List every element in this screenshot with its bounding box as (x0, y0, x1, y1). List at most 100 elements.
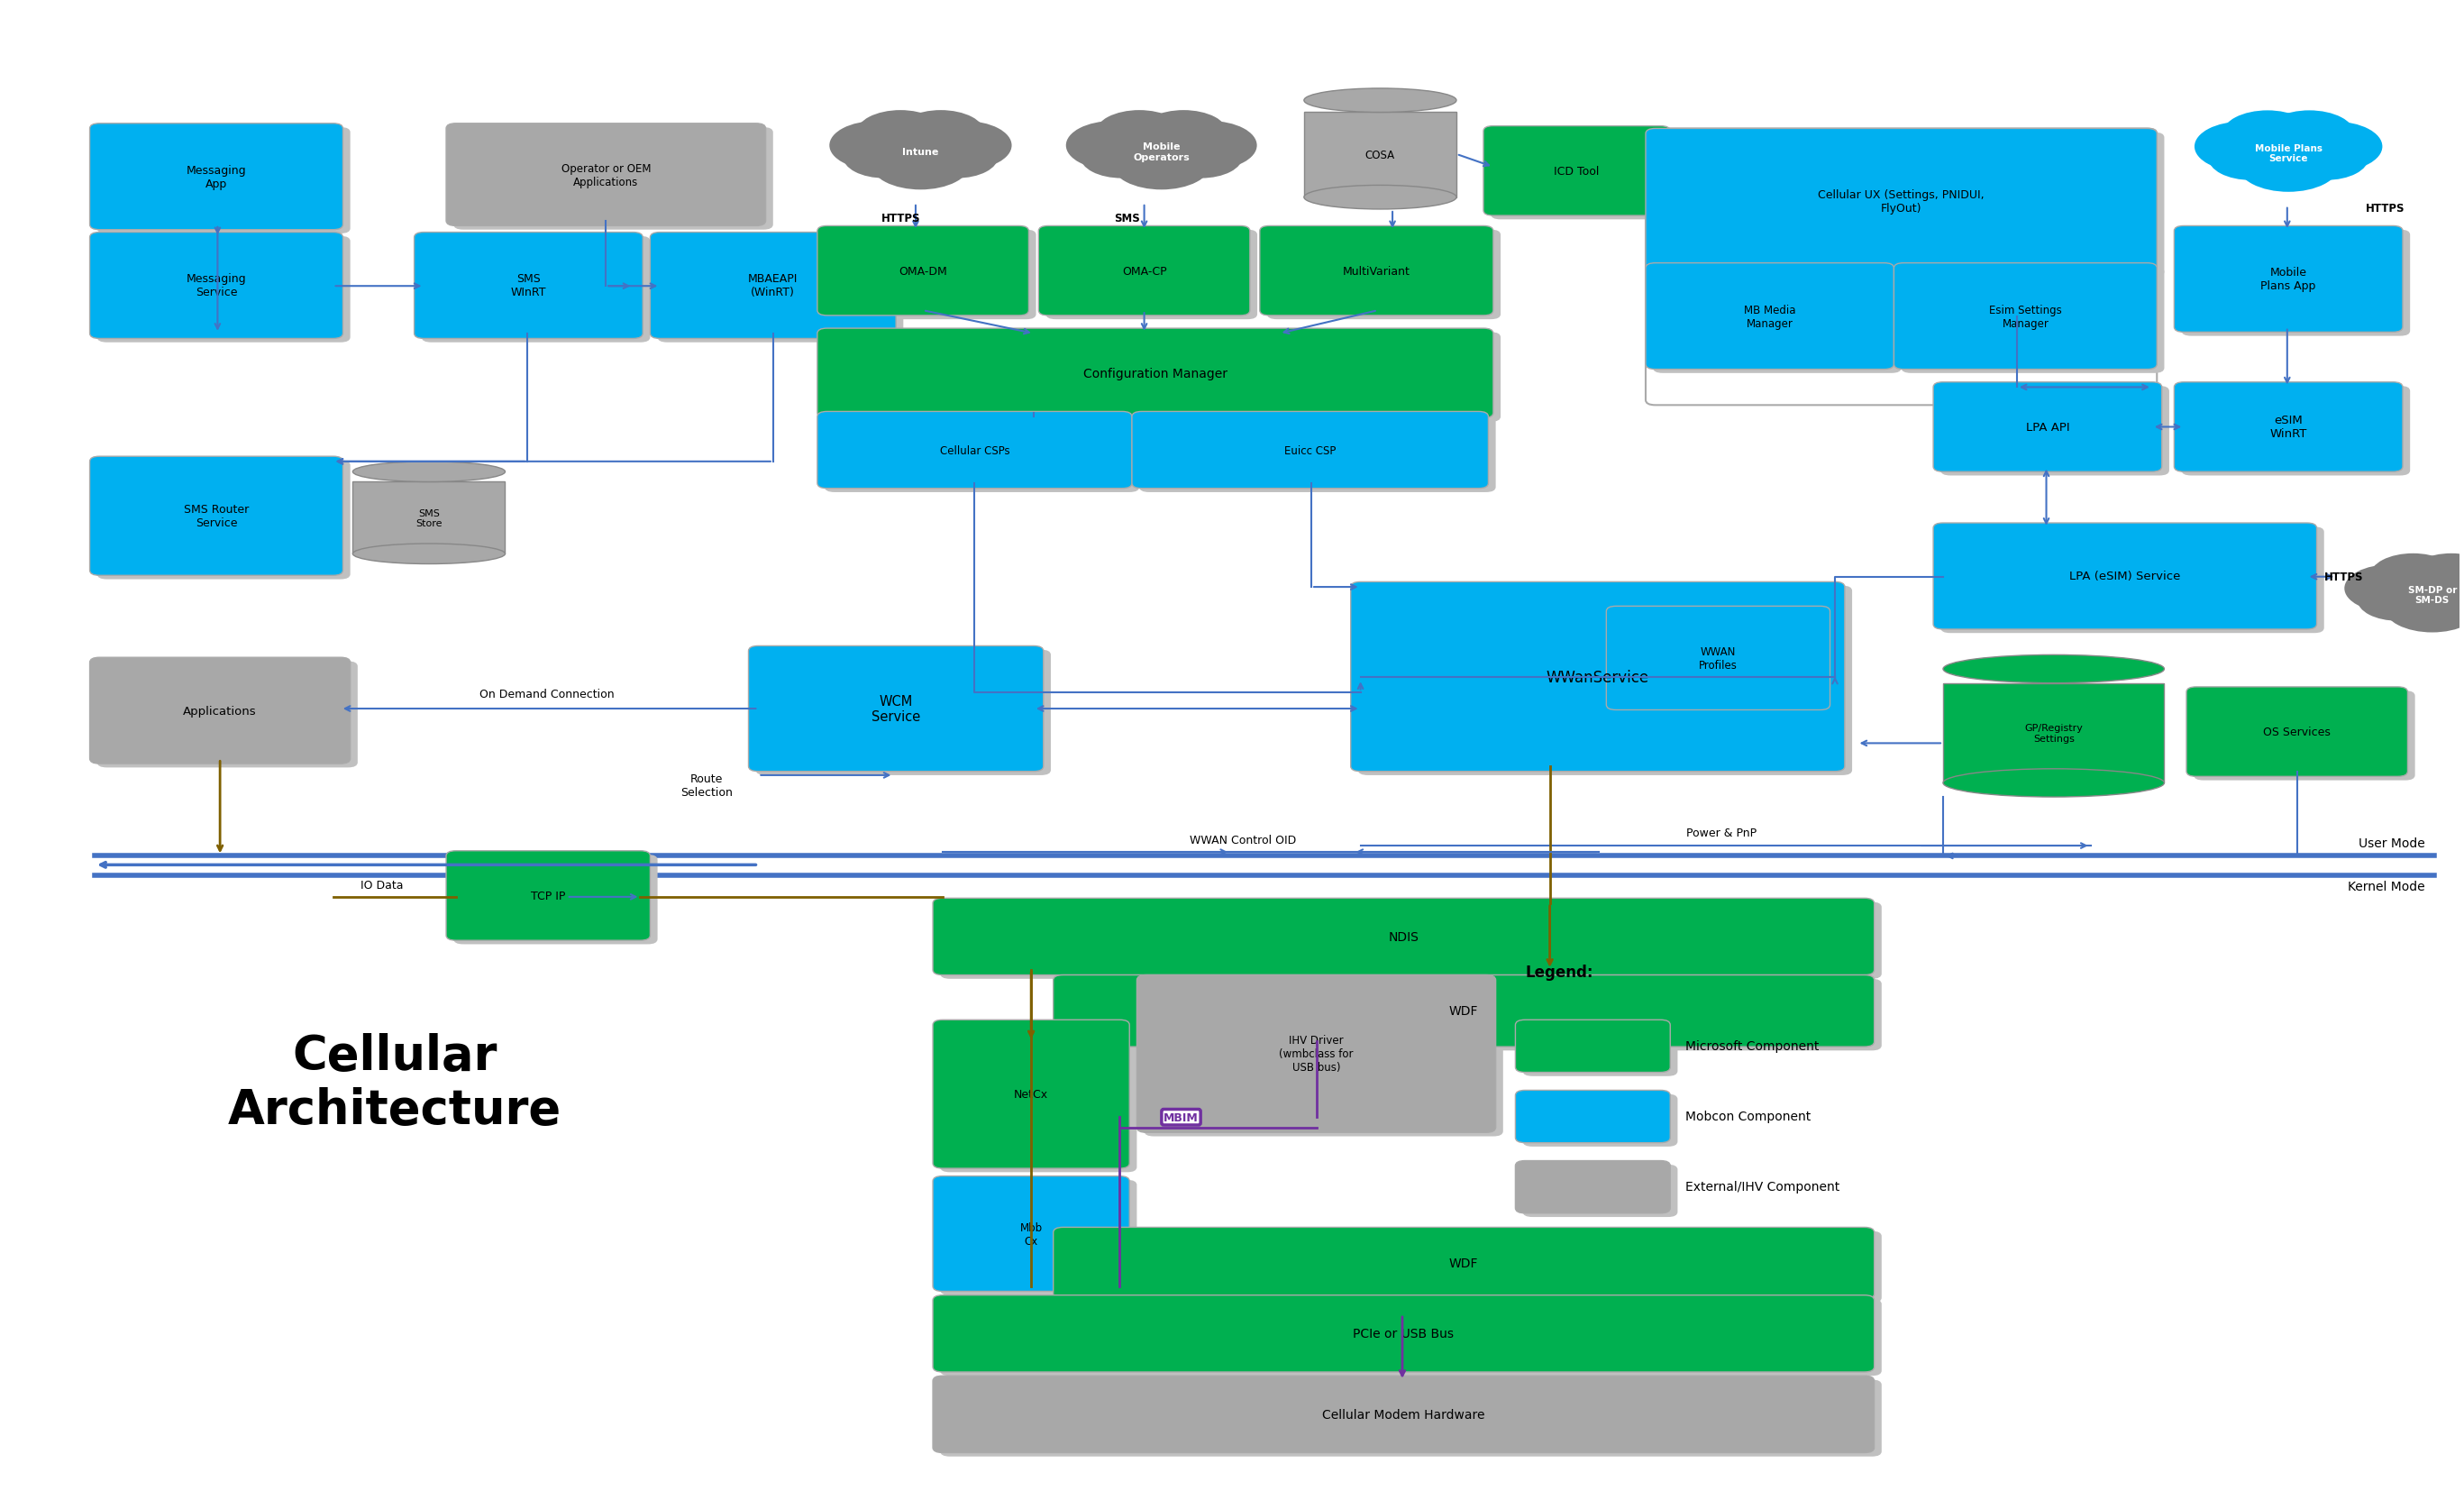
Text: ICD Tool: ICD Tool (1555, 165, 1599, 177)
Circle shape (843, 136, 926, 179)
FancyBboxPatch shape (941, 1380, 1882, 1456)
FancyBboxPatch shape (756, 650, 1050, 776)
Bar (1944, 684, 2163, 783)
Text: OS Services: OS Services (2264, 726, 2331, 738)
Ellipse shape (1303, 186, 1456, 210)
Text: Legend:: Legend: (1525, 964, 1594, 981)
Text: Cellular UX (Settings, PNIDUI,
FlyOut): Cellular UX (Settings, PNIDUI, FlyOut) (1818, 189, 1984, 214)
Text: OMA-DM: OMA-DM (899, 266, 946, 278)
FancyBboxPatch shape (1523, 1095, 1678, 1148)
Text: Operator or OEM
Applications: Operator or OEM Applications (562, 162, 650, 188)
FancyBboxPatch shape (1607, 606, 1831, 711)
Circle shape (897, 111, 986, 158)
FancyBboxPatch shape (1614, 610, 1838, 714)
FancyBboxPatch shape (1266, 231, 1501, 319)
Circle shape (830, 122, 924, 171)
FancyBboxPatch shape (1523, 1164, 1678, 1217)
FancyBboxPatch shape (650, 233, 897, 339)
Text: Mobcon Component: Mobcon Component (1685, 1110, 1811, 1122)
Text: MultiVariant: MultiVariant (1343, 266, 1409, 278)
Circle shape (2237, 140, 2338, 192)
FancyBboxPatch shape (1653, 134, 2163, 278)
FancyBboxPatch shape (1515, 1161, 1671, 1214)
Ellipse shape (1303, 88, 1456, 112)
Text: Intune: Intune (902, 149, 939, 158)
FancyBboxPatch shape (96, 237, 350, 344)
Text: SMS: SMS (1114, 211, 1141, 223)
FancyBboxPatch shape (2181, 231, 2410, 336)
FancyBboxPatch shape (1895, 264, 2156, 370)
FancyBboxPatch shape (1143, 980, 1503, 1137)
FancyBboxPatch shape (1052, 1227, 1875, 1299)
FancyBboxPatch shape (1350, 582, 1846, 772)
Circle shape (2284, 136, 2368, 182)
FancyBboxPatch shape (749, 646, 1042, 772)
Circle shape (917, 136, 998, 179)
Text: Cellular
Architecture: Cellular Architecture (227, 1032, 562, 1134)
FancyBboxPatch shape (89, 124, 342, 231)
Text: Route
Selection: Route Selection (680, 772, 732, 798)
Text: WWAN
Profiles: WWAN Profiles (1698, 646, 1737, 670)
FancyBboxPatch shape (2186, 687, 2407, 777)
FancyBboxPatch shape (1138, 416, 1496, 492)
Text: HTTPS: HTTPS (882, 211, 922, 223)
FancyBboxPatch shape (818, 328, 1493, 419)
Text: SMS Router
Service: SMS Router Service (185, 504, 249, 530)
Circle shape (2358, 579, 2437, 621)
FancyBboxPatch shape (825, 416, 1138, 492)
Ellipse shape (352, 462, 505, 483)
FancyBboxPatch shape (1646, 264, 1895, 370)
Text: Messaging
Service: Messaging Service (187, 273, 246, 298)
FancyBboxPatch shape (1902, 267, 2163, 374)
Circle shape (2370, 554, 2457, 598)
Circle shape (1163, 122, 1257, 171)
Circle shape (860, 120, 981, 184)
FancyBboxPatch shape (1653, 267, 1902, 374)
Text: LPA API: LPA API (2025, 422, 2070, 433)
FancyBboxPatch shape (1646, 129, 2156, 274)
FancyBboxPatch shape (89, 458, 342, 576)
FancyBboxPatch shape (941, 1180, 1136, 1294)
FancyBboxPatch shape (421, 237, 650, 344)
FancyBboxPatch shape (934, 898, 1875, 975)
Circle shape (1138, 111, 1227, 158)
FancyBboxPatch shape (1052, 975, 1875, 1047)
Circle shape (1096, 111, 1183, 158)
FancyBboxPatch shape (414, 233, 643, 339)
Text: WWAN Control OID: WWAN Control OID (1190, 834, 1296, 846)
FancyBboxPatch shape (934, 1176, 1129, 1292)
FancyBboxPatch shape (2193, 692, 2415, 780)
FancyBboxPatch shape (1523, 1025, 1678, 1077)
Ellipse shape (352, 544, 505, 564)
Text: Kernel Mode: Kernel Mode (2348, 880, 2425, 892)
Text: Mobile Plans
Service: Mobile Plans Service (2255, 144, 2321, 164)
FancyBboxPatch shape (1259, 226, 1493, 316)
Circle shape (919, 122, 1013, 171)
FancyBboxPatch shape (89, 233, 342, 339)
Ellipse shape (1944, 770, 2163, 798)
Circle shape (2195, 123, 2292, 173)
Text: SMS
WInRT: SMS WInRT (510, 273, 547, 298)
FancyBboxPatch shape (96, 128, 350, 234)
Text: Esim Settings
Manager: Esim Settings Manager (1988, 305, 2062, 330)
Text: LPA (eSIM) Service: LPA (eSIM) Service (2070, 570, 2181, 582)
Text: Power & PnP: Power & PnP (1688, 826, 1757, 838)
Text: Configuration Manager: Configuration Manager (1084, 368, 1227, 380)
Text: MBAEAPI
(WinRT): MBAEAPI (WinRT) (749, 273, 798, 298)
Circle shape (2383, 582, 2464, 633)
FancyBboxPatch shape (1131, 412, 1488, 489)
Text: OMA-CP: OMA-CP (1121, 266, 1165, 278)
FancyBboxPatch shape (453, 128, 774, 231)
Text: eSIM
WinRT: eSIM WinRT (2269, 416, 2306, 440)
FancyBboxPatch shape (1045, 231, 1257, 319)
Text: IO Data: IO Data (360, 879, 404, 891)
FancyBboxPatch shape (934, 1376, 1875, 1452)
FancyBboxPatch shape (658, 237, 904, 344)
FancyBboxPatch shape (818, 226, 1027, 316)
FancyBboxPatch shape (1942, 528, 2324, 633)
Text: Cellular Modem Hardware: Cellular Modem Hardware (1323, 1408, 1486, 1420)
Text: Messaging
App: Messaging App (187, 165, 246, 190)
Text: NetCx: NetCx (1015, 1089, 1047, 1099)
Text: IHV Driver
(wmbclass for
USB bus): IHV Driver (wmbclass for USB bus) (1279, 1035, 1353, 1074)
FancyBboxPatch shape (1037, 226, 1249, 316)
